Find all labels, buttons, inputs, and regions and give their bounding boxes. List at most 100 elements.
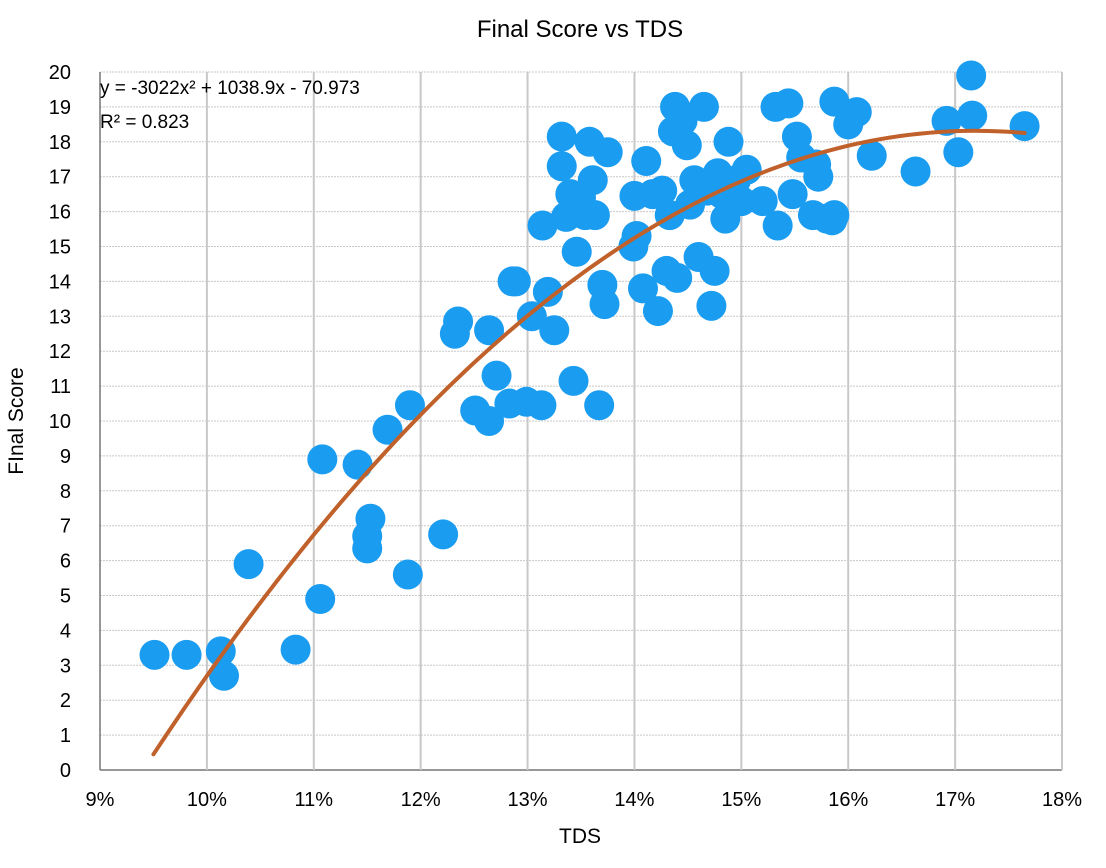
y-tick-label: 3 <box>60 655 71 677</box>
data-point <box>579 200 610 231</box>
data-point <box>696 290 727 321</box>
data-point <box>355 503 386 534</box>
data-point <box>392 559 423 590</box>
data-point <box>558 365 589 396</box>
data-point <box>474 406 505 436</box>
data-point <box>819 86 850 117</box>
x-tick-label: 12% <box>401 789 441 811</box>
data-point <box>428 519 459 550</box>
data-point <box>803 161 834 192</box>
y-tick-label: 10 <box>49 411 71 433</box>
y-tick-label: 14 <box>49 271 71 293</box>
data-point <box>372 414 403 445</box>
y-tick-label: 12 <box>49 341 71 363</box>
y-tick-label: 4 <box>60 620 71 642</box>
data-point <box>539 315 570 346</box>
data-point <box>726 186 757 217</box>
chart-title: Final Score vs TDS <box>477 16 683 43</box>
trendline <box>151 128 1027 757</box>
data-point <box>671 130 702 161</box>
data-point <box>631 145 662 176</box>
y-tick-label: 17 <box>49 167 71 189</box>
data-point <box>957 100 988 131</box>
data-point <box>584 390 615 421</box>
y-tick-label: 19 <box>49 97 71 119</box>
data-point <box>500 266 531 297</box>
x-tick-label: 17% <box>935 789 975 811</box>
y-tick-label: 20 <box>49 62 71 84</box>
data-point <box>762 210 793 241</box>
data-point <box>699 255 730 286</box>
y-tick-label: 9 <box>60 446 71 468</box>
data-point <box>305 583 336 614</box>
x-tick-label: 9% <box>86 789 115 811</box>
y-tick-label: 13 <box>49 306 71 328</box>
y-tick-label: 1 <box>60 725 71 747</box>
data-point <box>233 549 264 580</box>
data-point <box>352 533 383 564</box>
data-point <box>856 140 887 171</box>
y-tick-label: 16 <box>49 202 71 224</box>
data-point <box>592 137 623 168</box>
data-point <box>546 121 577 152</box>
data-point <box>394 390 425 421</box>
data-point <box>1009 111 1040 142</box>
y-tick-label: 2 <box>60 690 71 712</box>
y-axis-title: FInal Score <box>5 367 28 474</box>
y-tick-label: 6 <box>60 551 71 573</box>
data-point <box>307 444 338 475</box>
x-axis-ticks: 9% 10% 11% 12% 13% 14% 15% 16% 17% 18% <box>86 789 1083 811</box>
trendline-r-squared: R² = 0.823 <box>100 112 189 133</box>
data-point <box>527 210 558 241</box>
data-point <box>943 137 974 168</box>
data-point <box>747 186 778 217</box>
data-point <box>589 289 620 320</box>
data-point <box>777 179 808 210</box>
data-point <box>474 315 505 346</box>
data-point <box>713 126 744 157</box>
data-point <box>688 91 719 122</box>
data-point <box>642 296 673 327</box>
data-point <box>532 276 563 307</box>
data-point <box>841 97 872 128</box>
x-tick-label: 11% <box>295 789 334 811</box>
data-point <box>561 236 592 267</box>
data-point <box>931 105 962 136</box>
x-tick-label: 16% <box>828 789 868 811</box>
data-point <box>481 360 512 391</box>
data-point <box>577 165 608 196</box>
data-point <box>280 634 311 665</box>
data-point <box>667 105 698 136</box>
trendline-equation: y = -3022x² + 1038.9x - 70.973 <box>100 78 360 99</box>
data-point <box>139 639 170 670</box>
data-point <box>171 639 202 670</box>
data-point <box>627 273 658 304</box>
data-point <box>526 390 557 421</box>
data-point <box>647 175 678 206</box>
y-tick-label: 15 <box>49 237 71 259</box>
y-tick-label: 0 <box>60 760 71 782</box>
x-tick-label: 15% <box>721 789 761 811</box>
data-point <box>546 151 577 182</box>
x-tick-label: 18% <box>1042 789 1082 811</box>
y-tick-label: 11 <box>50 376 71 398</box>
y-tick-label: 7 <box>60 516 71 538</box>
data-point <box>208 660 239 691</box>
x-tick-label: 14% <box>614 789 654 811</box>
x-tick-label: 13% <box>508 789 548 811</box>
y-tick-label: 18 <box>49 132 71 154</box>
y-tick-label: 8 <box>60 481 71 503</box>
data-point <box>900 156 931 187</box>
x-axis-title: TDS <box>559 825 601 848</box>
data-point <box>773 88 804 119</box>
data-point <box>443 306 474 337</box>
data-point <box>342 449 373 480</box>
data-points <box>139 60 1040 691</box>
data-point <box>956 60 987 91</box>
x-tick-label: 10% <box>187 789 227 811</box>
y-tick-label: 5 <box>60 586 71 608</box>
data-point <box>819 200 850 231</box>
data-point <box>662 262 693 293</box>
